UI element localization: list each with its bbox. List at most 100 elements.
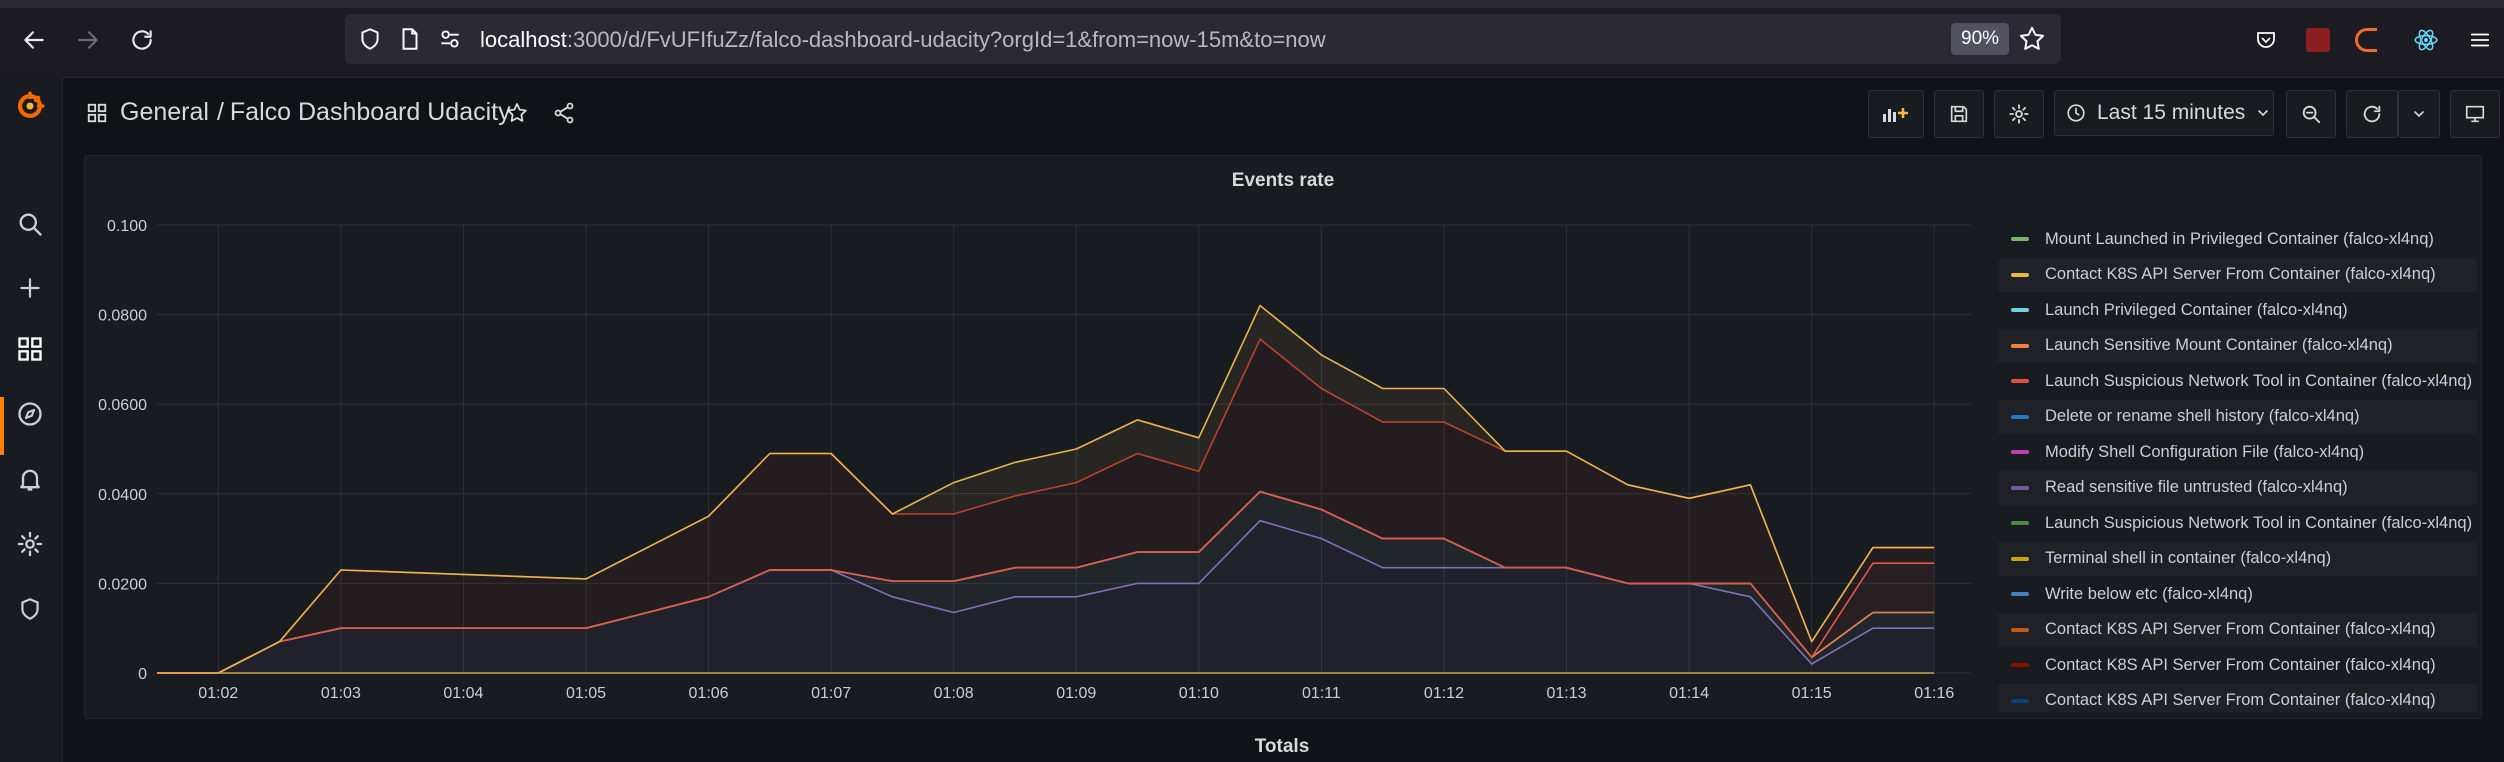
x-tick-label: 01:09 <box>1056 685 1096 702</box>
events-rate-chart[interactable]: 0 0.0200 0.0400 0.0600 0.0800 0.100 01:02 01:03… <box>85 156 1997 718</box>
series-area <box>157 339 1935 673</box>
legend-item[interactable]: Launch Suspicious Network Tool in Contai… <box>1999 364 2477 398</box>
x-tick-label: 01:07 <box>811 685 851 702</box>
legend-swatch <box>2011 592 2029 596</box>
legend-swatch <box>2011 379 2029 383</box>
breadcrumb-separator: / <box>216 98 224 126</box>
x-tick-label: 01:08 <box>934 685 974 702</box>
y-tick-label: 0.100 <box>107 218 147 235</box>
x-tick-label: 01:14 <box>1669 685 1709 702</box>
grafana-sidebar <box>0 77 63 762</box>
menu-icon[interactable] <box>2462 22 2498 58</box>
tv-mode-button[interactable] <box>2450 90 2500 138</box>
react-devtools-icon[interactable] <box>2408 22 2444 58</box>
x-tick-label: 01:13 <box>1547 685 1587 702</box>
y-tick-label: 0 <box>138 666 147 683</box>
chevron-down-icon <box>2414 111 2424 118</box>
legend-label: Launch Privileged Container (falco-xl4nq… <box>2045 300 2348 319</box>
breadcrumb-folder[interactable]: General <box>120 98 209 126</box>
legend-item[interactable]: Contact K8S API Server From Container (f… <box>1999 612 2477 647</box>
x-tick-label: 01:16 <box>1914 685 1954 702</box>
monitor-icon <box>2465 105 2485 123</box>
panel-title[interactable]: Events rate <box>1231 170 1335 191</box>
events-rate-panel[interactable]: Events rate 0 0.0200 0.0400 0.0600 0.0800 0.1… <box>84 155 2482 719</box>
extension-red-icon[interactable] <box>2300 22 2336 58</box>
arrow-left-icon <box>24 31 44 49</box>
legend-item[interactable]: Launch Suspicious Network Tool in Contai… <box>1999 506 2477 540</box>
plus-icon[interactable] <box>13 271 47 305</box>
shield-icon[interactable] <box>13 592 47 626</box>
zoom-out-time-button[interactable] <box>2286 90 2336 138</box>
legend-item[interactable]: Read sensitive file untrusted (falco-xl4… <box>1999 470 2477 505</box>
gear-icon[interactable] <box>13 527 47 561</box>
legend-swatch <box>2011 272 2029 277</box>
save-dashboard-button[interactable] <box>1934 90 1984 138</box>
refresh-button[interactable] <box>2346 90 2398 138</box>
legend-item[interactable]: Contact K8S API Server From Container (f… <box>1999 648 2477 682</box>
arrow-right-icon <box>78 31 98 49</box>
pocket-icon[interactable] <box>2248 22 2284 58</box>
y-tick-label: 0.0200 <box>98 576 147 593</box>
url-text[interactable]: localhost:3000/d/FvUFIfuZz/falco-dashboa… <box>480 27 1326 53</box>
legend-swatch <box>2011 414 2029 419</box>
bookmark-star-icon[interactable] <box>2017 24 2047 54</box>
permissions-icon[interactable] <box>437 26 463 52</box>
legend-item[interactable]: Terminal shell in container (falco-xl4nq… <box>1999 541 2477 576</box>
chevron-down-icon <box>2258 110 2269 117</box>
add-panel-button[interactable] <box>1868 90 1924 138</box>
zoom-level-badge[interactable]: 90% <box>1951 23 2010 55</box>
legend-item[interactable]: Contact K8S API Server From Container (f… <box>1999 683 2477 712</box>
reload-icon <box>132 30 152 50</box>
legend-label: Modify Shell Configuration File (falco-x… <box>2045 442 2365 461</box>
legend-swatch <box>2011 485 2029 490</box>
legend-item[interactable]: Mount Launched in Privileged Container (… <box>1999 222 2477 256</box>
dashboard-settings-button[interactable] <box>1994 90 2044 138</box>
forward-button[interactable] <box>70 22 106 58</box>
series-line <box>157 490 1935 674</box>
legend-item[interactable]: Launch Sensitive Mount Container (falco-… <box>1999 328 2477 363</box>
dashboards-icon[interactable] <box>13 332 47 366</box>
share-icon[interactable] <box>549 98 579 128</box>
time-range-picker[interactable]: Last 15 minutes <box>2054 90 2274 136</box>
legend-swatch <box>2011 237 2029 241</box>
url-path: :3000/d/FvUFIfuZz/falco-dashboard-udacit… <box>566 27 1326 52</box>
alerting-bell-icon[interactable] <box>13 462 47 496</box>
legend-item[interactable]: Modify Shell Configuration File (falco-x… <box>1999 435 2477 469</box>
totals-panel-title[interactable]: Totals <box>1254 736 1310 757</box>
legend-item[interactable]: Launch Privileged Container (falco-xl4nq… <box>1999 293 2477 327</box>
legend-swatch <box>2011 521 2029 525</box>
page-icon <box>402 28 418 50</box>
tab-strip <box>0 0 2504 8</box>
breadcrumb: General / Falco Dashboard Udacity <box>120 98 511 127</box>
legend-label: Contact K8S API Server From Container (f… <box>2045 265 2436 283</box>
refresh-interval-dropdown[interactable] <box>2398 90 2440 138</box>
dashboard-header: General / Falco Dashboard Udacity Last 15 … <box>62 77 2504 149</box>
back-button[interactable] <box>16 22 52 58</box>
gear-icon <box>2009 104 2029 124</box>
legend-item[interactable]: Write below etc (falco-xl4nq) <box>1999 577 2477 611</box>
series-area <box>157 491 1935 673</box>
clock-icon <box>2067 104 2085 122</box>
add-panel-icon <box>1883 108 1908 122</box>
legend-label: Delete or rename shell history (falco-xl… <box>2045 407 2360 425</box>
explore-compass-icon[interactable] <box>13 397 47 431</box>
favorite-star-icon[interactable] <box>502 98 532 128</box>
search-icon[interactable] <box>13 207 47 241</box>
legend-label: Mount Launched in Privileged Container (… <box>2045 229 2434 248</box>
y-tick-label: 0.0800 <box>98 308 147 325</box>
dashboard-title[interactable]: Falco Dashboard Udacity <box>229 98 511 126</box>
legend-label: Contact K8S API Server From Container (f… <box>2045 691 2436 709</box>
x-tick-label: 01:06 <box>689 685 729 702</box>
shield-icon[interactable] <box>357 26 383 52</box>
browser-toolbar: localhost:3000/d/FvUFIfuZz/falco-dashboa… <box>0 0 2504 78</box>
legend-label: Terminal shell in container (falco-xl4nq… <box>2045 549 2332 567</box>
url-bar[interactable]: localhost:3000/d/FvUFIfuZz/falco-dashboa… <box>345 14 2061 64</box>
legend-label: Contact K8S API Server From Container (f… <box>2045 655 2436 674</box>
x-tick-label: 01:03 <box>321 685 361 702</box>
legend-item[interactable]: Delete or rename shell history (falco-xl… <box>1999 399 2477 434</box>
legend-item[interactable]: Contact K8S API Server From Container (f… <box>1999 257 2477 292</box>
extension-orange-icon[interactable] <box>2348 22 2384 58</box>
legend-label: Launch Sensitive Mount Container (falco-… <box>2045 336 2393 354</box>
reload-button[interactable] <box>124 22 160 58</box>
grafana-logo-icon[interactable] <box>13 89 47 123</box>
